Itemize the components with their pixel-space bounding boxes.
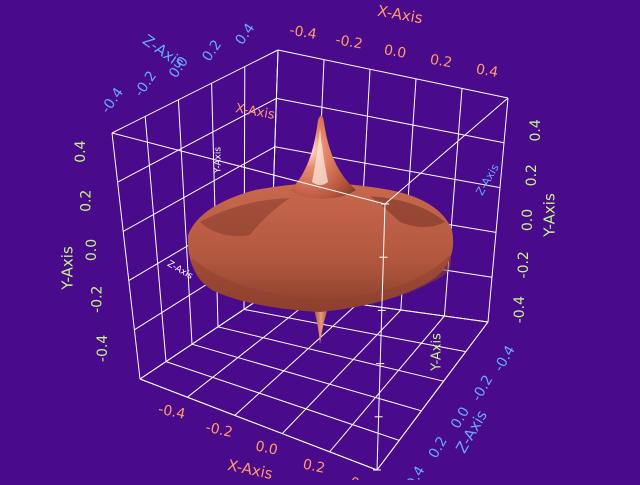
floor-gridline	[139, 291, 271, 380]
z-tick-label: 0.4	[404, 463, 429, 480]
surface-highlight	[312, 128, 328, 185]
front-edge-vertical	[376, 203, 386, 471]
left-wall-gridline	[111, 132, 141, 380]
x-tick-label: 0.2	[429, 52, 454, 72]
y-tick-label: -0.2	[90, 286, 106, 313]
x-axis-title: X-Axis	[226, 456, 275, 480]
y-tick-label: -0.4	[95, 335, 111, 362]
grid-lines-front	[111, 97, 509, 471]
floor-gridline	[329, 315, 445, 453]
y-axis-title: Y-Axis	[541, 193, 559, 238]
z-tick-label: 0.2	[426, 434, 451, 461]
y-axis-title: Y-Axis	[59, 246, 77, 291]
x-axis-title: X-Axis	[376, 2, 424, 28]
z-axis-title-inner-small: Z-Axis	[165, 259, 194, 282]
x-tick-label: -0.2	[334, 32, 364, 53]
y-tick-label: 0.2	[524, 164, 540, 186]
x-tick-label: 0.0	[383, 42, 408, 62]
x-tick-label: 0.0	[254, 438, 279, 458]
y-tick-label: -0.4	[512, 296, 528, 323]
x-axis-title-inner: X-Axis	[234, 101, 276, 123]
y-tick-label: -0.2	[516, 251, 532, 278]
z-tick-label: -0.2	[469, 373, 497, 405]
y-tick-label: 0.4	[528, 119, 544, 141]
z-tick-label: 0.4	[232, 21, 258, 48]
surface-body	[187, 183, 454, 312]
back-wall-gridline	[487, 97, 509, 323]
x-tick-label: 0.2	[301, 457, 326, 477]
back-wall-gridline	[276, 97, 505, 144]
left-wall-gridline	[122, 146, 276, 232]
z-axis-title-inner: Z-Axis	[473, 162, 501, 198]
y-tick-label: 0.2	[78, 190, 94, 212]
x-tick-label: -0.4	[157, 401, 187, 422]
y-tick-label: 0.4	[73, 140, 89, 162]
left-wall-gridline	[177, 99, 193, 345]
x-tick-label: 0.4	[349, 475, 374, 480]
y-tick-label: 0.0	[84, 239, 100, 261]
floor-gridline	[281, 309, 402, 434]
z-tick-label: -0.4	[98, 85, 127, 117]
front-edge-top-left	[111, 132, 386, 205]
floor-gridline	[191, 343, 422, 412]
x-tick-label: -0.4	[288, 23, 318, 44]
z-tick-label: 0.2	[199, 37, 225, 64]
front-edge-bottom-left	[139, 378, 378, 471]
front-edge-bottom-right	[376, 321, 489, 471]
surface-plot	[187, 115, 454, 344]
floor-gridline	[217, 326, 444, 382]
y-axis-title-inner: Y-Axis	[430, 333, 445, 372]
back-wall-gridline	[277, 49, 509, 99]
x-tick-label: -0.2	[204, 420, 234, 441]
surface-shade-left	[200, 198, 290, 237]
axis-tick-labels: -0.4-0.20.00.20.4-0.4-0.20.00.20.4-0.4-0…	[73, 21, 544, 485]
floor-gridline	[165, 361, 400, 441]
left-wall-gridline	[111, 49, 279, 134]
floor-gridline	[234, 303, 358, 416]
floor-gridline	[243, 308, 466, 353]
z-tick-label: -0.4	[491, 343, 519, 375]
y-axis-title-inner-small: Y-Axis	[214, 147, 224, 174]
back-wall-gridline	[443, 88, 463, 317]
surface-underside	[192, 255, 452, 312]
x-tick-label: 0.4	[475, 61, 500, 81]
left-wall-gridline	[117, 97, 277, 183]
y-tick-label: 0.0	[520, 209, 536, 231]
z-tick-label: -0.2	[131, 68, 160, 100]
z-axis-title: Z-Axis	[139, 31, 187, 72]
floor-gridline	[187, 297, 314, 398]
left-wall-gridline	[144, 116, 167, 362]
front-edge-top-right	[384, 97, 509, 205]
